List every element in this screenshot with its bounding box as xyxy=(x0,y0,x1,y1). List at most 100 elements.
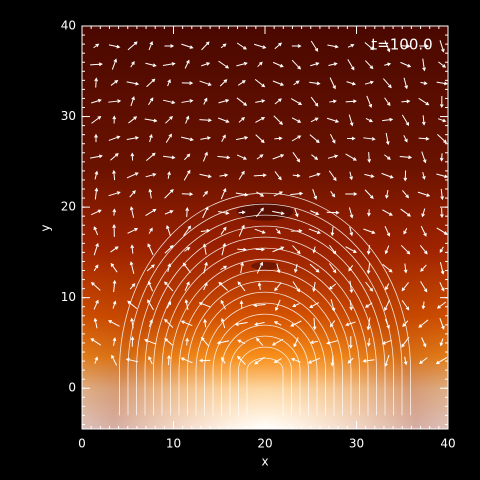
velocity-arrow xyxy=(348,265,354,272)
velocity-arrow xyxy=(112,300,117,309)
velocity-arrow xyxy=(218,281,228,291)
velocity-arrow xyxy=(181,43,194,49)
velocity-arrow xyxy=(237,80,246,86)
velocity-arrow xyxy=(129,190,136,198)
velocity-arrow xyxy=(220,299,226,310)
velocity-arrow xyxy=(90,62,103,67)
velocity-arrow xyxy=(199,173,212,179)
velocity-arrow xyxy=(384,154,391,160)
velocity-arrow xyxy=(220,226,227,235)
velocity-arrow xyxy=(384,299,391,312)
velocity-arrow xyxy=(310,210,320,216)
velocity-arrow xyxy=(255,337,264,346)
velocity-arrow xyxy=(364,60,374,70)
velocity-arrow xyxy=(110,246,119,253)
velocity-arrow xyxy=(364,173,375,178)
velocity-arrow xyxy=(327,44,339,49)
velocity-arrow xyxy=(293,263,298,273)
velocity-arrow xyxy=(384,97,391,107)
velocity-arrow xyxy=(165,115,173,124)
velocity-arrow xyxy=(329,320,336,328)
velocity-arrow xyxy=(290,357,301,363)
velocity-arrow xyxy=(167,171,171,179)
contour xyxy=(221,324,309,416)
velocity-arrow xyxy=(236,97,248,106)
velocity-arrow xyxy=(110,153,119,161)
velocity-arrow xyxy=(291,135,302,142)
velocity-arrow xyxy=(385,189,389,199)
velocity-arrow xyxy=(199,358,211,363)
velocity-arrow xyxy=(291,44,302,48)
velocity-arrow xyxy=(291,59,301,70)
velocity-arrow xyxy=(367,209,371,217)
velocity-arrow xyxy=(326,340,339,345)
velocity-arrow xyxy=(290,98,303,105)
plot-area xyxy=(82,26,449,429)
velocity-arrow xyxy=(381,339,392,345)
velocity-arrow xyxy=(167,354,171,366)
velocity-arrow xyxy=(328,170,337,182)
velocity-arrow xyxy=(309,302,319,308)
velocity-arrow xyxy=(145,62,157,67)
velocity-arrow xyxy=(367,152,372,163)
velocity-arrow xyxy=(274,171,282,181)
velocity-arrow xyxy=(254,228,266,234)
velocity-arrow xyxy=(220,317,226,329)
velocity-arrow xyxy=(236,61,248,67)
velocity-arrow xyxy=(440,207,444,219)
velocity-arrow xyxy=(91,116,102,124)
velocity-arrow xyxy=(145,208,157,216)
y-tick-label: 10 xyxy=(61,290,76,304)
velocity-arrow xyxy=(401,282,409,292)
velocity-arrow xyxy=(382,263,393,273)
velocity-arrow xyxy=(201,62,211,67)
velocity-arrow xyxy=(273,115,283,125)
velocity-arrow xyxy=(312,246,317,254)
velocity-arrow xyxy=(255,99,266,103)
velocity-arrow xyxy=(310,117,319,123)
velocity-arrow xyxy=(366,245,371,255)
contour xyxy=(204,302,326,416)
velocity-arrow xyxy=(130,317,134,329)
velocity-arrow xyxy=(366,338,371,347)
velocity-arrow xyxy=(148,97,154,106)
velocity-arrow xyxy=(254,356,265,365)
velocity-arrow xyxy=(381,172,394,179)
velocity-arrow xyxy=(272,210,285,216)
contour xyxy=(119,192,411,416)
velocity-arrow xyxy=(238,210,246,215)
velocity-arrow xyxy=(292,152,301,163)
velocity-arrow xyxy=(439,246,444,254)
velocity-arrow xyxy=(167,79,171,87)
contour xyxy=(229,335,301,416)
velocity-arrow xyxy=(401,300,410,311)
velocity-arrow xyxy=(308,172,321,178)
velocity-arrow xyxy=(291,117,302,123)
y-tick-label: 30 xyxy=(61,109,76,123)
velocity-arrow xyxy=(272,154,285,160)
velocity-arrow xyxy=(329,99,337,104)
velocity-arrow xyxy=(220,43,227,49)
velocity-arrow xyxy=(164,189,174,199)
velocity-arrow xyxy=(237,339,246,345)
velocity-arrow xyxy=(238,116,246,123)
velocity-arrow xyxy=(112,279,117,293)
velocity-arrow xyxy=(329,133,336,144)
x-tick-label: 30 xyxy=(349,437,364,451)
velocity-arrow xyxy=(184,281,190,291)
velocity-arrow xyxy=(312,188,318,200)
velocity-arrow xyxy=(111,354,118,366)
velocity-arrow xyxy=(184,299,189,310)
velocity-arrow xyxy=(203,97,208,105)
velocity-arrow xyxy=(310,40,319,52)
velocity-arrow xyxy=(164,281,174,292)
velocity-arrow xyxy=(328,283,336,290)
velocity-arrow xyxy=(312,317,317,331)
velocity-arrow xyxy=(402,190,409,199)
velocity-arrow xyxy=(309,340,318,345)
velocity-arrow xyxy=(309,263,320,273)
velocity-arrow xyxy=(112,208,117,216)
velocity-arrow xyxy=(273,191,284,197)
velocity-arrow xyxy=(253,303,266,308)
velocity-arrow xyxy=(94,133,98,143)
